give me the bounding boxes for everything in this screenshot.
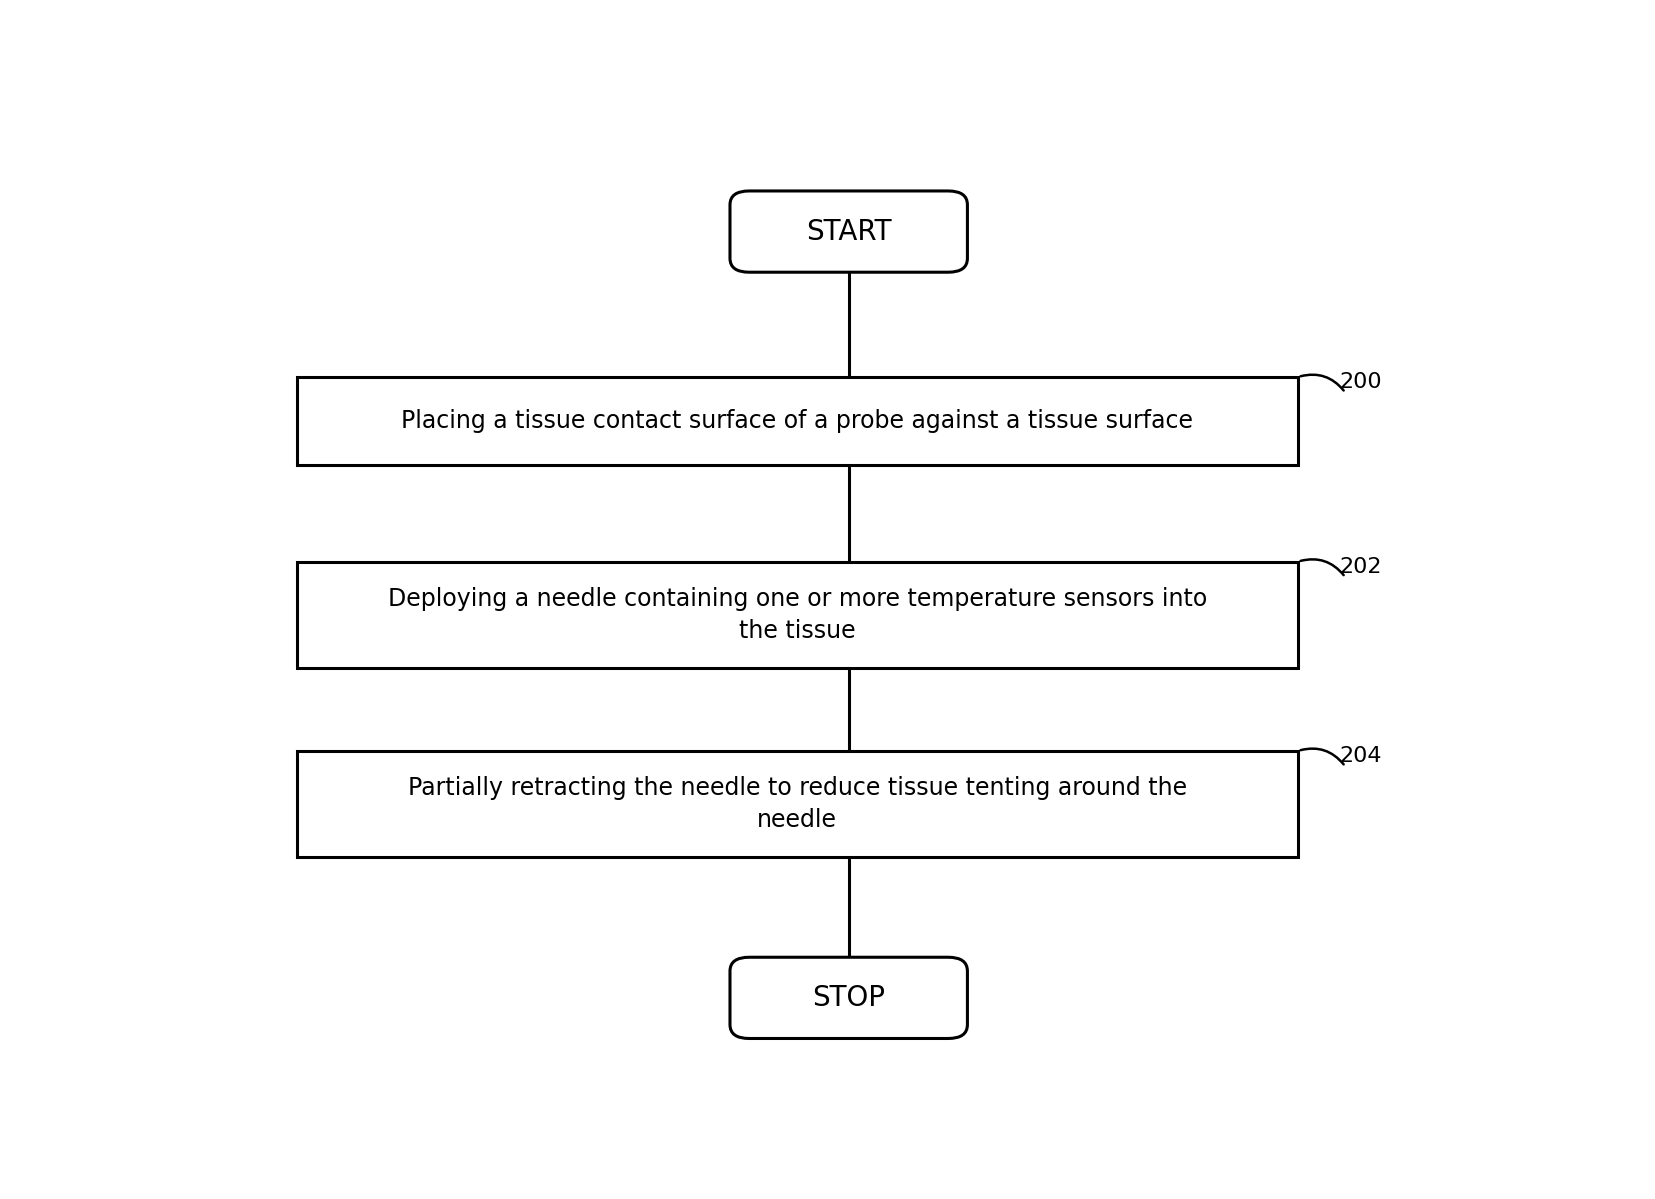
Text: 200: 200 [1339,373,1380,392]
Text: START: START [806,217,890,246]
FancyBboxPatch shape [730,957,967,1038]
FancyBboxPatch shape [296,561,1298,668]
FancyBboxPatch shape [730,191,967,272]
Text: Partially retracting the needle to reduce tissue tenting around the
needle: Partially retracting the needle to reduc… [407,776,1187,832]
FancyBboxPatch shape [296,376,1298,465]
Text: Deploying a needle containing one or more temperature sensors into
the tissue: Deploying a needle containing one or mor… [387,588,1206,643]
Text: STOP: STOP [811,984,885,1012]
FancyBboxPatch shape [296,751,1298,857]
Text: 204: 204 [1339,746,1380,766]
Text: Placing a tissue contact surface of a probe against a tissue surface: Placing a tissue contact surface of a pr… [401,409,1193,433]
Text: 202: 202 [1339,558,1380,577]
